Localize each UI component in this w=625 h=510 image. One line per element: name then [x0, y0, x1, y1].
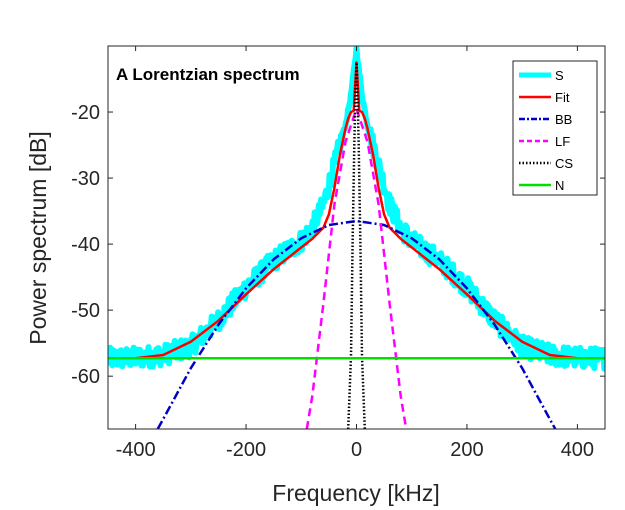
legend-label-cs: CS	[555, 156, 573, 171]
y-tick-label: -40	[71, 234, 100, 256]
series-line-bb	[156, 219, 557, 429]
series-line-cs	[346, 61, 367, 429]
y-tick-label: -60	[71, 366, 100, 388]
legend-label-fit: Fit	[555, 90, 570, 105]
legend-entries: S Fit BB LF CS N	[519, 68, 573, 193]
x-tick-label: -400	[116, 439, 156, 461]
y-tick-label: -50	[71, 300, 100, 322]
legend: S Fit BB LF CS N	[512, 60, 598, 196]
x-axis-title: Frequency [kHz]	[272, 480, 439, 506]
legend-label-n: N	[555, 178, 564, 193]
x-tick-label: -200	[226, 439, 266, 461]
legend-label-s: S	[555, 68, 564, 83]
series-line-fit	[108, 61, 605, 360]
y-tick-label: -30	[71, 168, 100, 190]
legend-label-lf: LF	[555, 134, 570, 149]
series-line-lf	[305, 107, 408, 429]
legend-label-bb: BB	[555, 112, 572, 127]
y-tick-label: -20	[71, 102, 100, 124]
x-tick-label: 0	[351, 439, 362, 461]
ticks-layer: -400 -200 0 200 400 -60 -50 -40 -30 -20	[71, 46, 605, 461]
chart-title: A Lorentzian spectrum	[116, 65, 300, 84]
y-axis-title: Power spectrum [dB]	[25, 131, 51, 344]
x-tick-label: 200	[450, 439, 483, 461]
x-tick-label: 400	[561, 439, 594, 461]
legend-box	[512, 60, 598, 196]
